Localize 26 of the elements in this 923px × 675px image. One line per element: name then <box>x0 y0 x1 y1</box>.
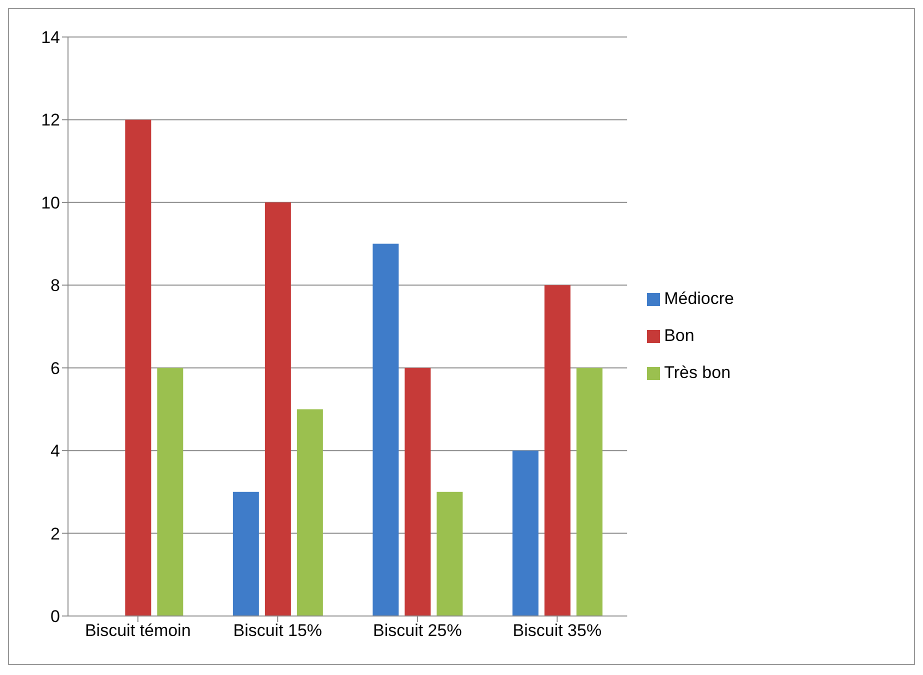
y-tick-label: 8 <box>50 276 60 296</box>
bar <box>576 368 602 616</box>
y-tick-label: 12 <box>41 110 60 130</box>
legend-label: Médiocre <box>664 289 734 308</box>
y-tick-label: 4 <box>50 442 60 461</box>
bar <box>232 492 259 616</box>
y-tick-label: 6 <box>50 358 60 378</box>
bar <box>436 492 463 616</box>
bar <box>264 202 291 616</box>
y-tick-label: 14 <box>41 28 60 48</box>
bar <box>404 368 431 616</box>
x-tick-label: Biscuit 25% <box>373 621 462 640</box>
x-tick-label: Biscuit 35% <box>512 621 602 640</box>
legend-label: Très bon <box>664 363 731 382</box>
y-tick-label: 0 <box>50 607 60 626</box>
y-tick-label: 2 <box>50 524 60 544</box>
bar <box>157 368 184 616</box>
legend-label: Bon <box>664 326 694 345</box>
x-tick-label: Biscuit 15% <box>233 621 322 640</box>
y-tick-label: 10 <box>41 193 60 212</box>
bar <box>372 244 399 616</box>
bar <box>544 285 570 616</box>
x-tick-label: Biscuit témoin <box>84 621 191 640</box>
bar <box>125 120 152 616</box>
bar <box>296 409 323 616</box>
bar <box>512 450 538 616</box>
